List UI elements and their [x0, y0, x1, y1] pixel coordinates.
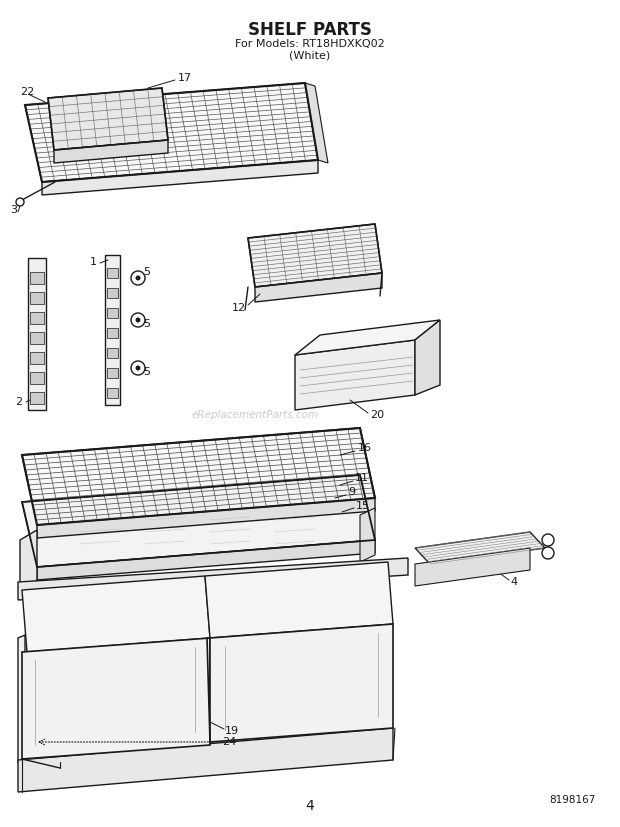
Text: eReplacementParts.com: eReplacementParts.com	[192, 410, 319, 420]
Polygon shape	[255, 273, 382, 302]
Polygon shape	[42, 160, 318, 195]
Polygon shape	[205, 562, 393, 638]
Text: 2: 2	[15, 397, 22, 407]
Polygon shape	[360, 508, 375, 562]
Polygon shape	[107, 308, 118, 318]
Text: 8198167: 8198167	[549, 795, 595, 805]
Text: 5: 5	[143, 267, 150, 277]
Text: 5: 5	[143, 319, 150, 329]
Text: 15: 15	[356, 501, 370, 511]
Polygon shape	[30, 332, 44, 344]
Circle shape	[136, 275, 141, 280]
Polygon shape	[25, 83, 318, 182]
Circle shape	[131, 361, 145, 375]
Polygon shape	[22, 475, 375, 567]
Polygon shape	[18, 728, 393, 792]
Circle shape	[16, 198, 24, 206]
Polygon shape	[107, 368, 118, 378]
Polygon shape	[54, 140, 168, 163]
Text: 4: 4	[306, 799, 314, 813]
Text: 3: 3	[10, 205, 17, 215]
Polygon shape	[107, 268, 118, 278]
Polygon shape	[248, 224, 382, 287]
Text: 19: 19	[225, 726, 239, 736]
Polygon shape	[22, 576, 210, 652]
Polygon shape	[415, 320, 440, 395]
Polygon shape	[28, 258, 46, 410]
Circle shape	[542, 547, 554, 559]
Polygon shape	[20, 530, 37, 590]
Polygon shape	[105, 255, 120, 405]
Circle shape	[136, 318, 141, 323]
Polygon shape	[22, 428, 375, 525]
Text: 22: 22	[20, 87, 34, 97]
Polygon shape	[30, 292, 44, 304]
Polygon shape	[30, 372, 44, 384]
Text: 5: 5	[143, 367, 150, 377]
Polygon shape	[295, 320, 440, 355]
Circle shape	[136, 366, 141, 370]
Polygon shape	[30, 312, 44, 324]
Polygon shape	[107, 328, 118, 338]
Polygon shape	[30, 272, 44, 284]
Polygon shape	[210, 624, 393, 742]
Circle shape	[542, 534, 554, 546]
Text: (White): (White)	[290, 51, 330, 61]
Polygon shape	[295, 340, 415, 410]
Polygon shape	[18, 635, 25, 763]
Polygon shape	[30, 352, 44, 364]
Polygon shape	[415, 548, 530, 586]
Polygon shape	[107, 348, 118, 358]
Text: 20: 20	[370, 410, 384, 420]
Text: 16: 16	[358, 443, 372, 453]
Polygon shape	[305, 83, 328, 163]
Text: 9: 9	[348, 487, 355, 497]
Circle shape	[131, 271, 145, 285]
Text: 17: 17	[178, 73, 192, 83]
Polygon shape	[22, 638, 210, 759]
Polygon shape	[107, 288, 118, 298]
Text: 4: 4	[510, 577, 517, 587]
Text: 1: 1	[90, 257, 97, 267]
Polygon shape	[18, 558, 408, 600]
Polygon shape	[37, 498, 375, 538]
Circle shape	[131, 313, 145, 327]
Text: 12: 12	[232, 303, 246, 313]
Polygon shape	[415, 532, 545, 564]
Polygon shape	[30, 392, 44, 404]
Text: 11: 11	[355, 473, 369, 483]
Polygon shape	[37, 540, 375, 580]
Text: SHELF PARTS: SHELF PARTS	[248, 21, 372, 39]
Text: 24: 24	[222, 737, 236, 747]
Polygon shape	[48, 88, 168, 150]
Text: For Models: RT18HDXKQ02: For Models: RT18HDXKQ02	[235, 39, 385, 49]
Polygon shape	[107, 388, 118, 398]
